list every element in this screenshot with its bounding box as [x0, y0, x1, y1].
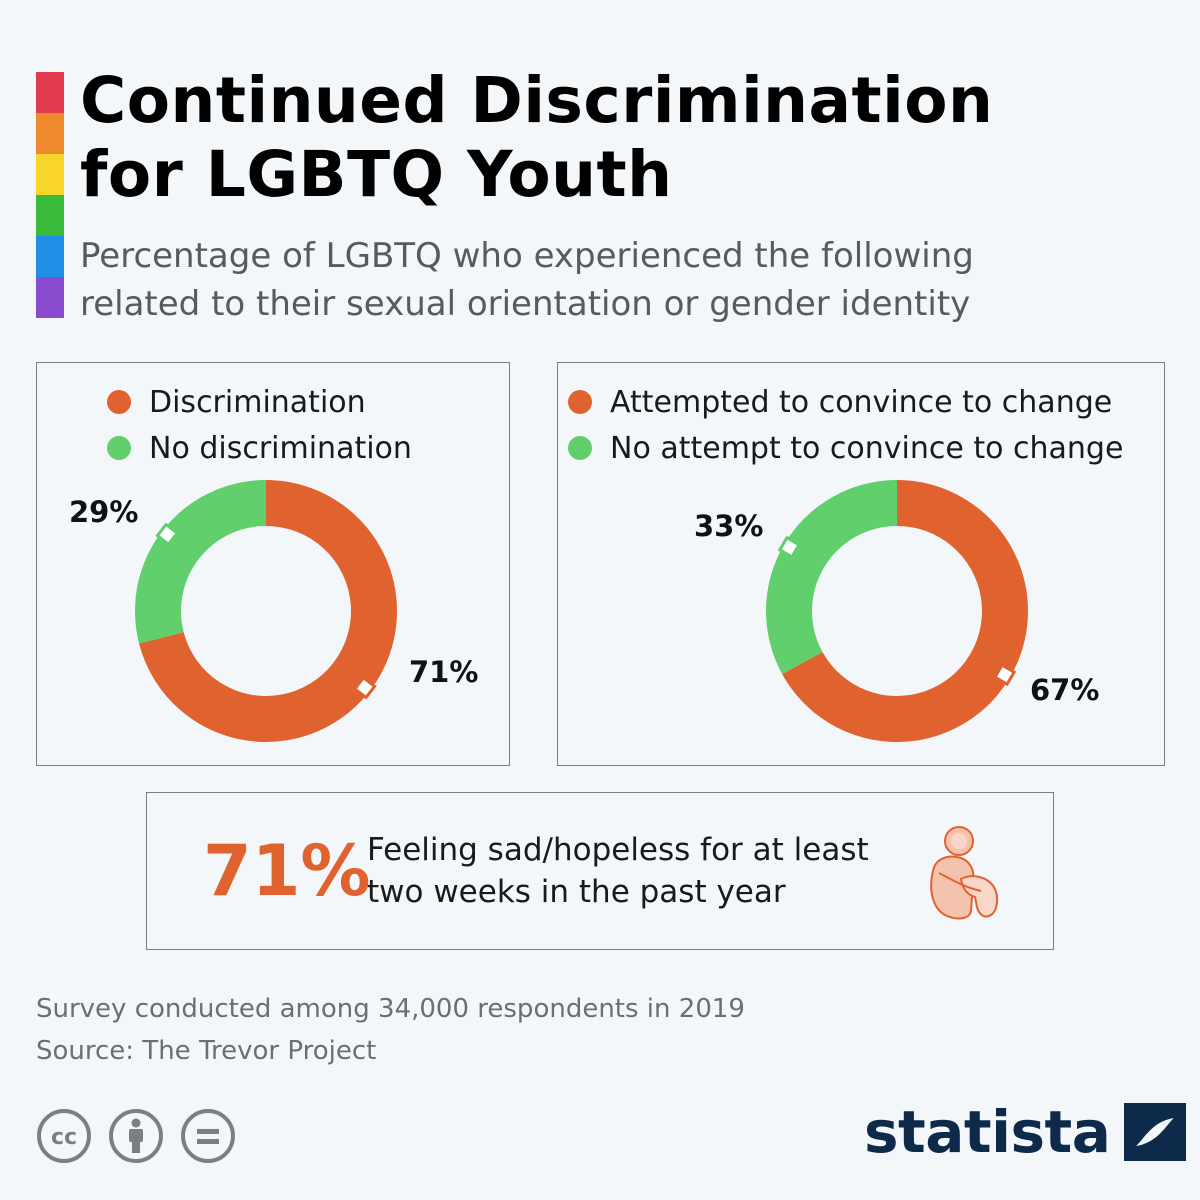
donut-chart-discrimination: [135, 480, 397, 742]
slice-attempted-to-convince-to-change-marker: [992, 662, 1017, 687]
slice-no-discrimination: [135, 480, 266, 644]
person-sitting-icon: [930, 826, 999, 920]
title-line-2: for LGBTQ Youth: [80, 138, 673, 211]
rainbow-bar: [36, 72, 64, 318]
statista-logo: statista: [864, 1098, 1187, 1166]
brand-name: statista: [864, 1098, 1111, 1166]
survey-note: Survey conducted among 34,000 respondent…: [36, 994, 745, 1024]
rainbow-stripe-blue: [36, 236, 64, 277]
rainbow-stripe-orange: [36, 113, 64, 154]
slice-discrimination-marker: [352, 675, 377, 700]
legend-item-discrimination: Discrimination: [107, 379, 412, 425]
subtitle-line-2: related to their sexual orientation or g…: [80, 284, 971, 324]
rainbow-stripe-yellow: [36, 154, 64, 195]
callout-text-line-1: Feeling sad/hopeless for at least: [367, 832, 869, 868]
value-label-no-attempt: 33%: [694, 509, 764, 543]
cc-text: cc: [51, 1125, 77, 1150]
callout-value: 71%: [203, 830, 371, 912]
no-derivatives-icon: [181, 1109, 235, 1163]
callout-text-line-2: two weeks in the past year: [367, 874, 786, 910]
chart-panel-discrimination: Discrimination No discrimination 29% 71%: [36, 362, 510, 766]
sad-hopeless-callout: 71% Feeling sad/hopeless for at least tw…: [146, 792, 1054, 950]
rainbow-stripe-red: [36, 72, 64, 113]
slice-attempted-to-convince-to-change: [782, 480, 1028, 742]
callout-text: Feeling sad/hopeless for at least two we…: [367, 829, 869, 913]
legend-dot-orange: [107, 390, 131, 414]
value-label-discrimination: 71%: [409, 655, 479, 689]
legend: Attempted to convince to change No attem…: [568, 379, 1123, 471]
donut-chart-conversion: [766, 480, 1028, 742]
legend-label: No discrimination: [149, 430, 412, 466]
attribution-icon: [109, 1109, 163, 1163]
legend-dot-green: [568, 436, 592, 460]
legend-label: No attempt to convince to change: [610, 430, 1124, 466]
chart-panel-conversion: Attempted to convince to change No attem…: [557, 362, 1165, 766]
legend-label: Attempted to convince to change: [610, 384, 1113, 420]
value-label-attempted: 67%: [1030, 673, 1100, 707]
rainbow-stripe-purple: [36, 277, 64, 318]
slice-no-discrimination-marker: [155, 522, 180, 547]
source-note: Source: The Trevor Project: [36, 1036, 377, 1066]
legend-label: Discrimination: [149, 384, 366, 420]
value-label-no-discrimination: 29%: [69, 495, 139, 529]
cc-icon: cc: [37, 1109, 91, 1163]
subtitle-line-1: Percentage of LGBTQ who experienced the …: [80, 236, 974, 276]
legend: Discrimination No discrimination: [107, 379, 412, 471]
page-title: Continued Discrimination for LGBTQ Youth: [80, 64, 993, 212]
legend-item-no-attempt: No attempt to convince to change: [568, 425, 1123, 471]
legend-dot-orange: [568, 390, 592, 414]
slice-no-attempt-to-convince-to-change: [766, 480, 897, 675]
subtitle: Percentage of LGBTQ who experienced the …: [80, 232, 974, 328]
legend-dot-green: [107, 436, 131, 460]
title-line-1: Continued Discrimination: [80, 64, 994, 137]
slice-no-attempt-to-convince-to-change-marker: [777, 535, 802, 560]
legend-item-attempted: Attempted to convince to change: [568, 379, 1123, 425]
legend-item-no-discrimination: No discrimination: [107, 425, 412, 471]
slice-discrimination: [139, 480, 397, 742]
rainbow-stripe-green: [36, 195, 64, 236]
statista-logo-icon: [1124, 1103, 1187, 1161]
